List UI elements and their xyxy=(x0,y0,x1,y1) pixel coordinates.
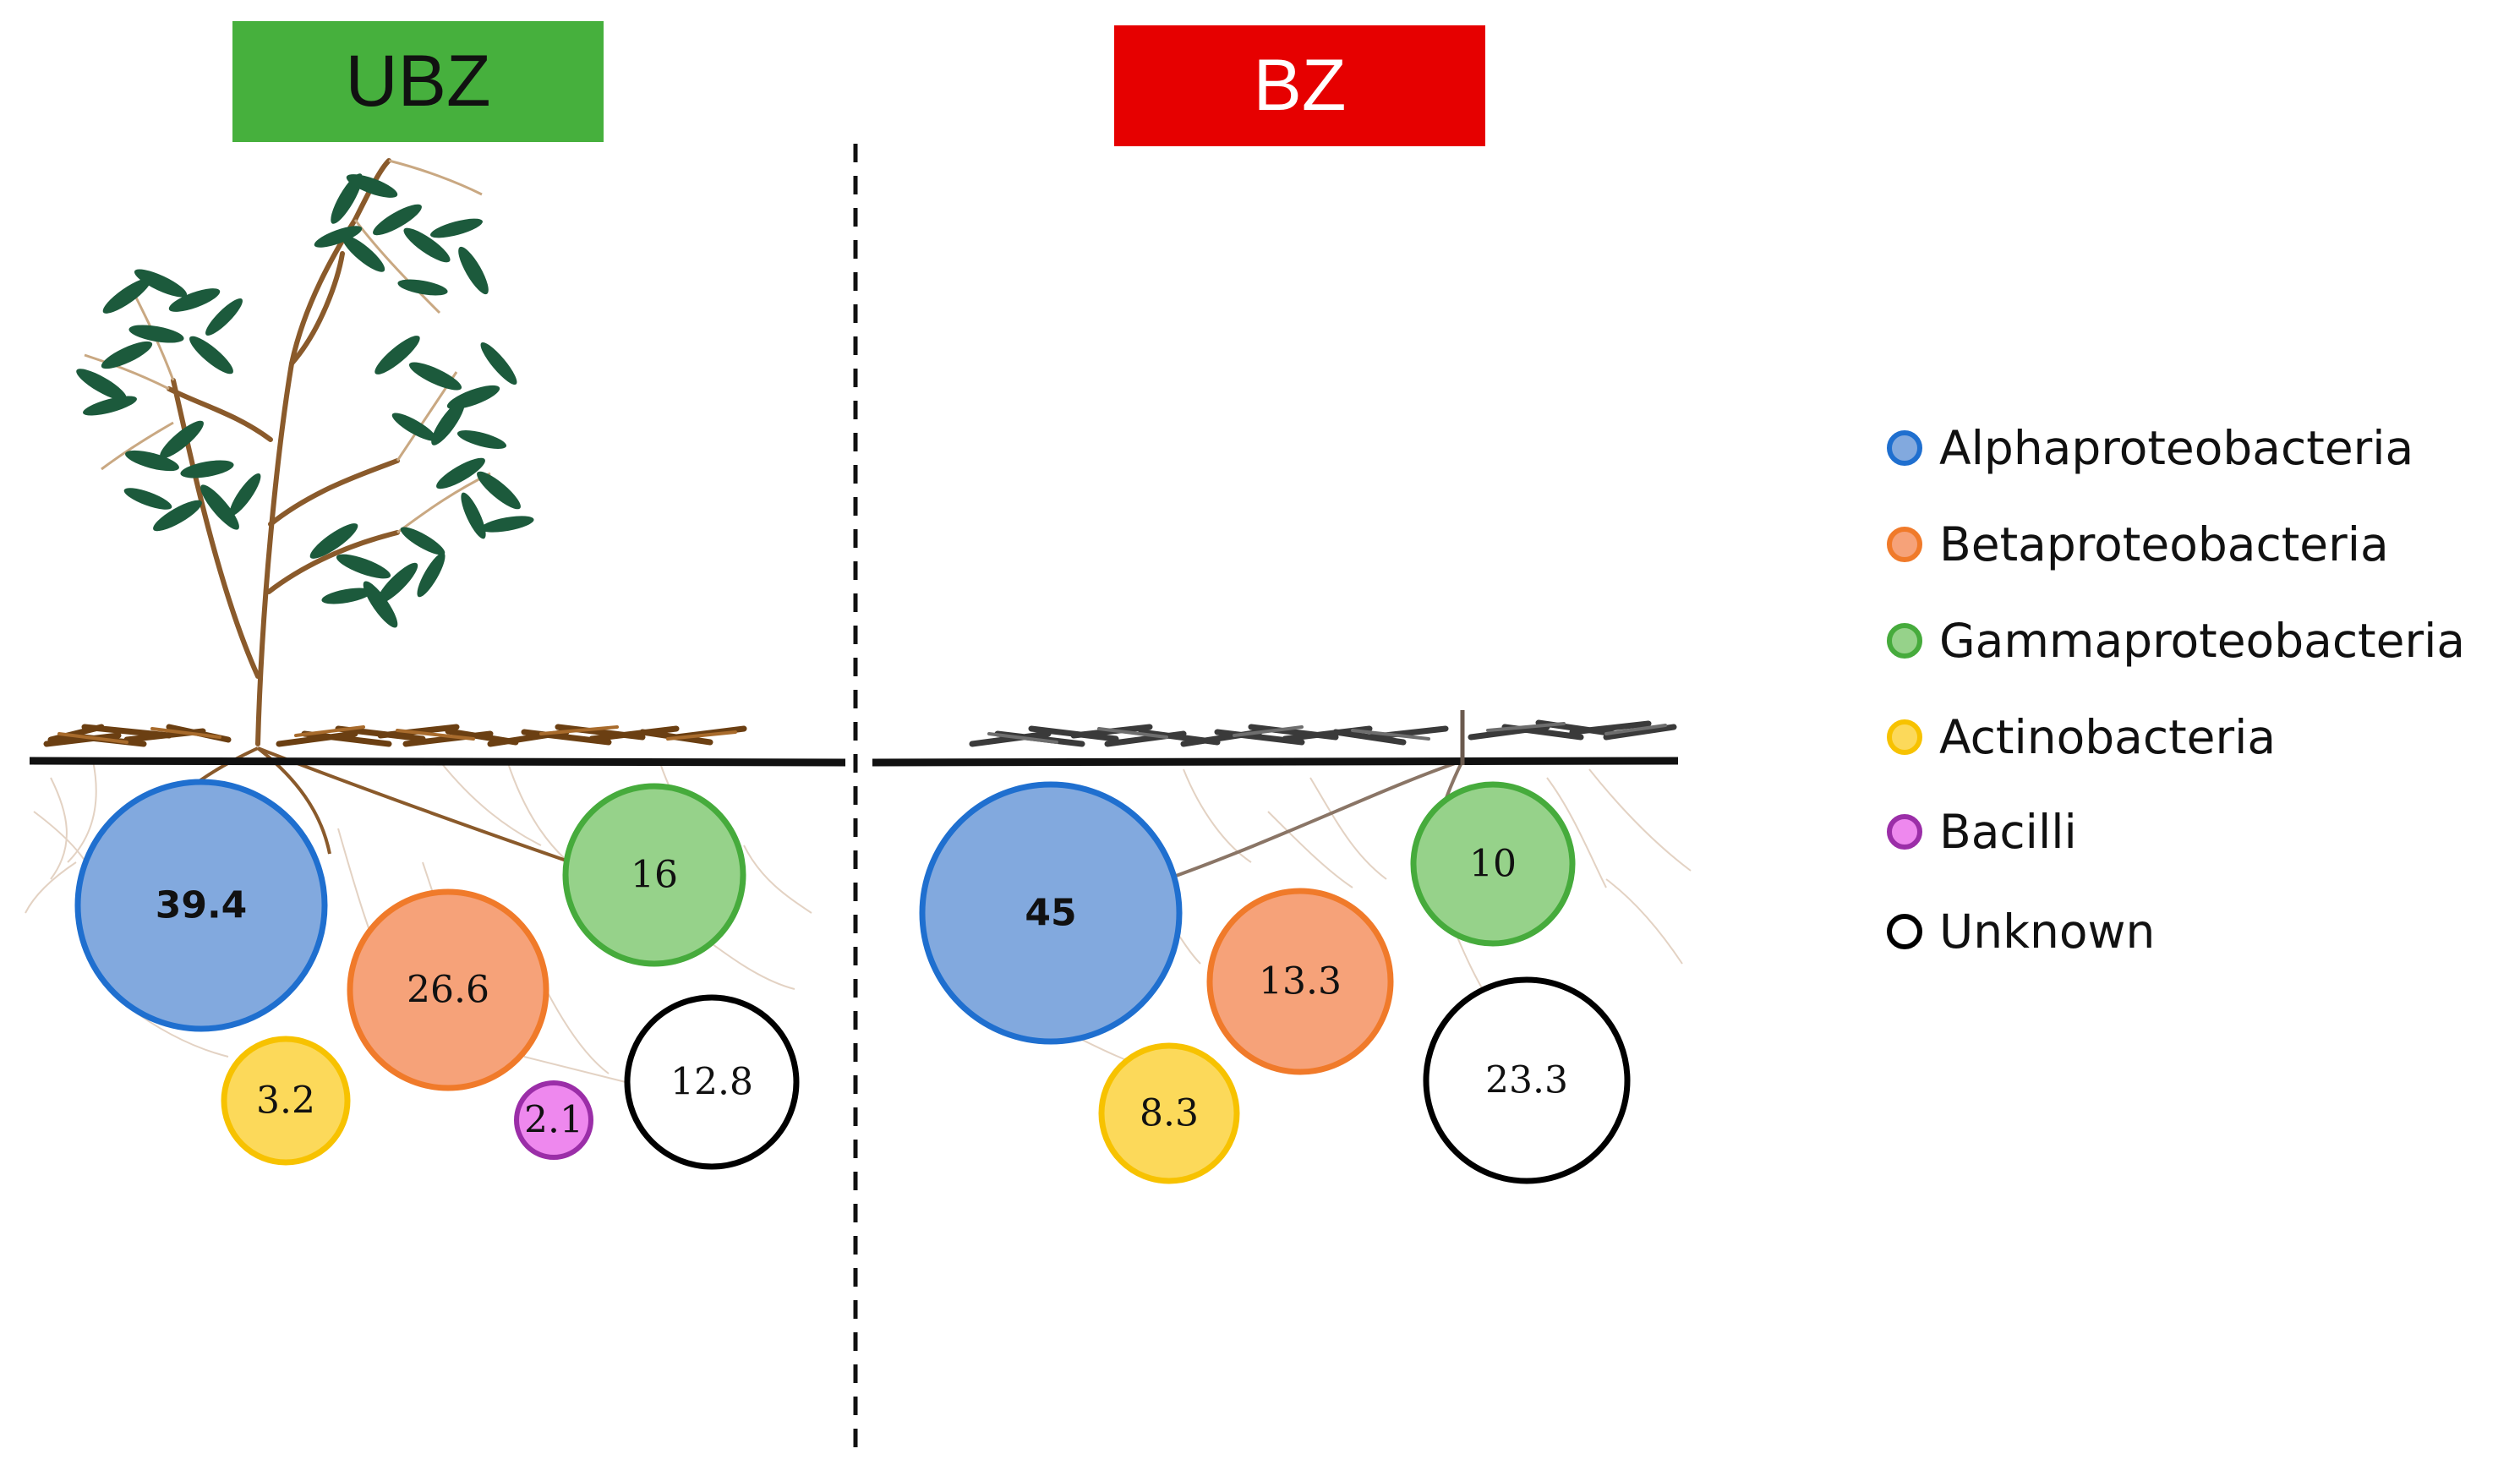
bubble-layer: 39.4 26.6 16 3.2 2.1 12.8 45 13.3 10 8.3 23.3 xyxy=(74,779,1631,1184)
ubz-bubble-unknown xyxy=(624,994,800,1170)
legend-label-bacilli: Bacilli xyxy=(1939,805,2077,859)
ubz-bubble-value-actinobacteria: 3.2 xyxy=(256,1080,315,1123)
bz-label: BZ xyxy=(1253,45,1347,126)
legend-swatch-betaproteobacteria xyxy=(1887,527,1922,562)
ubz-bubble-bacilli xyxy=(514,1080,593,1160)
legend-swatch-bacilli xyxy=(1887,814,1922,850)
legend-swatch-unknown xyxy=(1887,914,1922,949)
legend-item-bacilli: Bacilli xyxy=(1887,798,2077,866)
legend-item-gammaproteobacteria: Gammaproteobacteria xyxy=(1887,607,2465,675)
bz-bubble-betaproteobacteria xyxy=(1206,888,1394,1075)
tree-illustration xyxy=(76,158,534,746)
bz-ground-line xyxy=(872,757,1679,767)
ubz-bubble-value-bacilli: 2.1 xyxy=(524,1099,583,1142)
bz-bubble-gammaproteobacteria xyxy=(1410,781,1576,947)
legend-swatch-gammaproteobacteria xyxy=(1887,623,1922,659)
ubz-bubble-value-betaproteobacteria: 26.6 xyxy=(407,969,489,1012)
bz-bubble-value-actinobacteria: 8.3 xyxy=(1140,1092,1199,1135)
ubz-bubble-gammaproteobacteria xyxy=(562,783,746,967)
legend-label-alphaproteobacteria: Alphaproteobacteria xyxy=(1939,421,2414,475)
ubz-label: UBZ xyxy=(345,41,491,122)
ubz-bubble-betaproteobacteria xyxy=(347,888,549,1091)
ubz-bubble-value-alphaproteobacteria: 39.4 xyxy=(156,884,248,927)
bz-bubble-alphaproteobacteria xyxy=(919,781,1183,1045)
legend-item-alphaproteobacteria: Alphaproteobacteria xyxy=(1887,414,2413,482)
ubz-bubble-alphaproteobacteria xyxy=(74,779,328,1032)
bz-litter xyxy=(969,719,1677,747)
ubz-label-box xyxy=(232,21,604,142)
legend-item-betaproteobacteria: Betaproteobacteria xyxy=(1887,511,2389,578)
legend-swatch-actinobacteria xyxy=(1887,719,1922,755)
legend-item-actinobacteria: Actinobacteria xyxy=(1887,703,2276,771)
ubz-bubble-value-unknown: 12.8 xyxy=(670,1061,753,1104)
legend-item-unknown: Unknown xyxy=(1887,898,2155,965)
ubz-bubble-value-gammaproteobacteria: 16 xyxy=(631,854,678,897)
ubz-ground-line xyxy=(29,757,846,767)
legend-swatch-alphaproteobacteria xyxy=(1887,430,1922,466)
bz-bubble-unknown xyxy=(1423,976,1631,1184)
legend-label-betaproteobacteria: Betaproteobacteria xyxy=(1939,517,2389,571)
legend-label-actinobacteria: Actinobacteria xyxy=(1939,710,2277,764)
bz-bubble-value-betaproteobacteria: 13.3 xyxy=(1259,960,1342,1003)
legend-label-unknown: Unknown xyxy=(1939,905,2156,959)
bz-bubble-value-alphaproteobacteria: 45 xyxy=(1025,892,1076,935)
ubz-bubble-actinobacteria xyxy=(221,1036,351,1166)
bz-label-box xyxy=(1114,25,1485,146)
bz-bubble-actinobacteria xyxy=(1098,1042,1240,1184)
legend-label-gammaproteobacteria: Gammaproteobacteria xyxy=(1939,614,2466,668)
bz-bubble-value-unknown: 23.3 xyxy=(1485,1059,1568,1102)
bz-bubble-value-gammaproteobacteria: 10 xyxy=(1469,843,1517,886)
